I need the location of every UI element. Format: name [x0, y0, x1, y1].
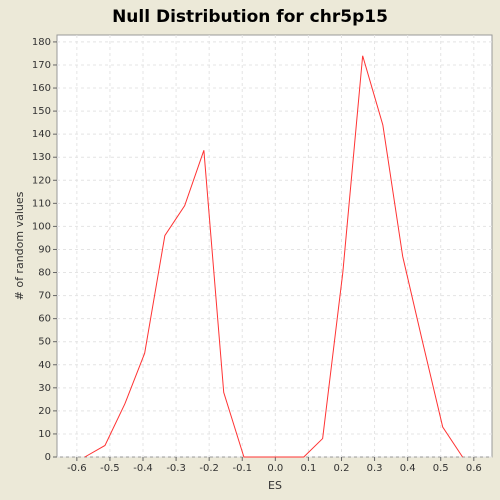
x-axis-label: ES: [268, 479, 282, 492]
x-tick-label: -0.3: [166, 463, 186, 474]
y-tick-label: 180: [32, 37, 51, 48]
x-tick-label: -0.2: [199, 463, 219, 474]
x-tick-label: 0.2: [334, 463, 350, 474]
x-tick-label: -0.5: [100, 463, 120, 474]
y-tick-label: 110: [32, 198, 51, 209]
y-tick-label: 150: [32, 106, 51, 117]
x-tick-label: 0.3: [367, 463, 383, 474]
y-tick-label: 30: [38, 383, 51, 394]
x-tick-label: 0.1: [300, 463, 316, 474]
data-line: [84, 55, 463, 458]
x-tick-label: 0.6: [466, 463, 482, 474]
y-tick-label: 100: [32, 221, 51, 232]
y-tick-label: 70: [38, 291, 51, 302]
x-tick-label: -0.1: [232, 463, 252, 474]
x-tick-label: -0.6: [67, 463, 87, 474]
x-tick-label: 0.4: [400, 463, 416, 474]
x-tick-label: -0.4: [133, 463, 153, 474]
y-tick-label: 130: [32, 152, 51, 163]
y-tick-label: 0: [45, 452, 51, 463]
y-tick-label: 10: [38, 429, 51, 440]
plot-area: [56, 34, 493, 458]
y-tick-label: 140: [32, 129, 51, 140]
y-tick-label: 120: [32, 175, 51, 186]
y-tick-label: 90: [38, 244, 51, 255]
y-tick-label: 170: [32, 60, 51, 71]
x-tick-label: 0.0: [267, 463, 283, 474]
y-axis-label: # of random values: [13, 191, 26, 300]
y-tick-label: 50: [38, 337, 51, 348]
x-tick-label: 0.5: [433, 463, 449, 474]
chart-title: Null Distribution for chr5p15: [112, 7, 388, 27]
y-tick-label: 60: [38, 314, 51, 325]
y-tick-label: 80: [38, 268, 51, 279]
y-tick-label: 20: [38, 406, 51, 417]
y-tick-label: 40: [38, 360, 51, 371]
y-tick-label: 160: [32, 83, 51, 94]
